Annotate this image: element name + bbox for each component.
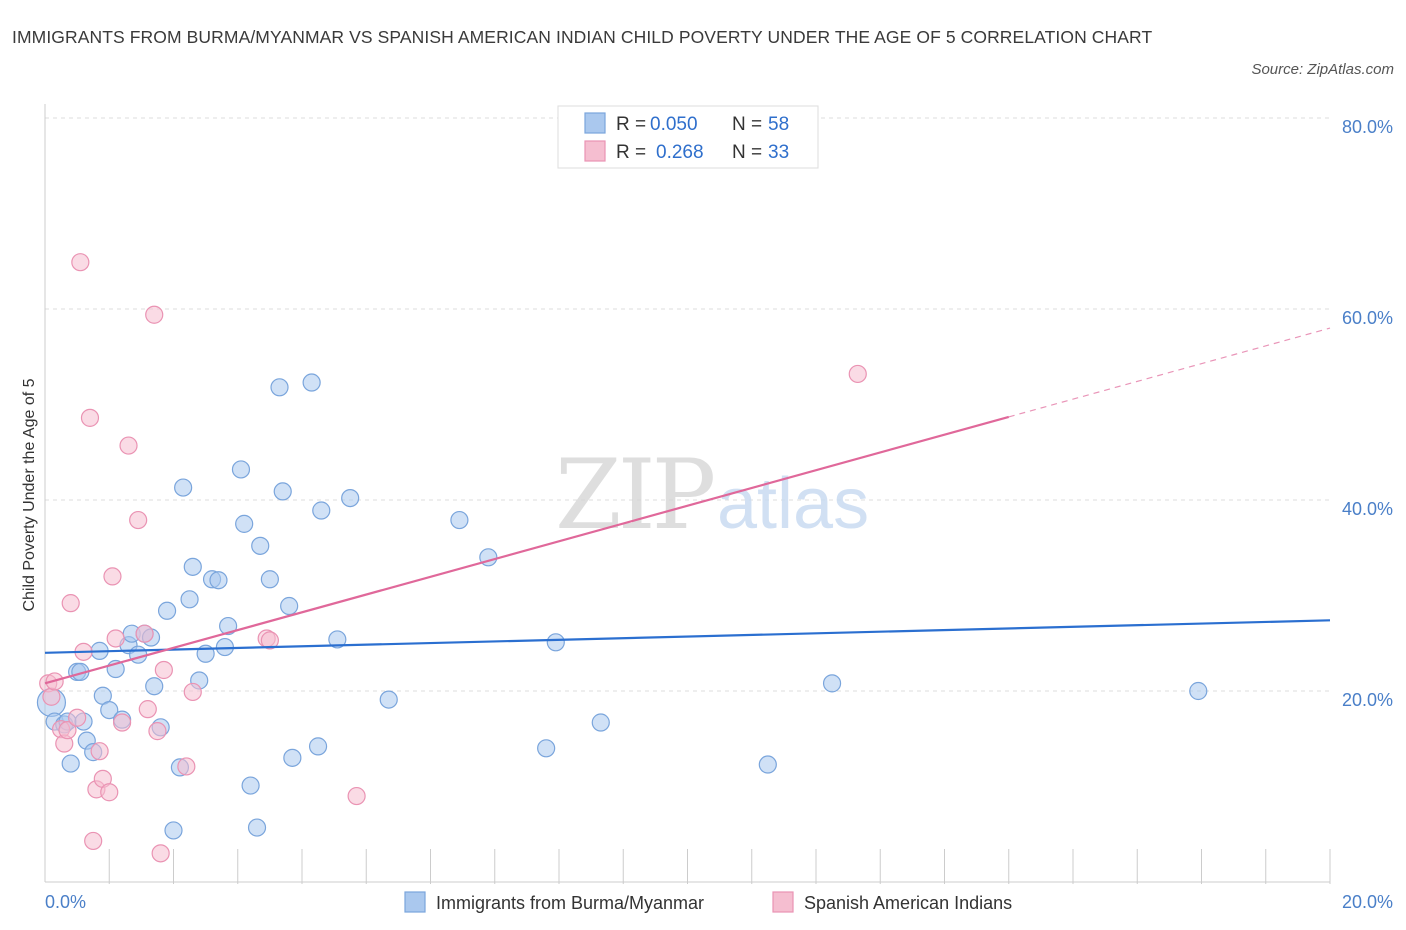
series-swatch-pink [772,891,794,913]
pink-point-32 [848,364,867,384]
trend-lines [44,327,1331,685]
legend-r-label-blue: R = [616,114,646,135]
blue-point-16 [129,645,148,664]
legend-n-label-blue: N = [732,114,762,135]
y-tick-label-3: 80.0% [1342,117,1393,137]
series-name-pink: Spanish American Indians [804,893,1012,913]
blue-point-44 [308,737,328,756]
source-label: Source: ZipAtlas.com [1251,61,1394,78]
legend-n-value-pink: 33 [768,142,789,163]
blue-point-33 [231,460,251,479]
blue-point-43 [302,373,321,392]
blue-point-36 [247,818,267,837]
blue-point-49 [450,510,469,530]
pink-point-8 [71,253,90,272]
blue-point-42 [283,748,302,767]
pink-point-17 [106,629,125,648]
pink-trend-line [44,415,1010,685]
axes [44,104,1331,884]
pink-point-31 [347,786,366,806]
blue-trend-line [44,619,1331,654]
legend-n-label-pink: N = [732,142,762,163]
pink-trend-line-extrapolated [1008,327,1331,418]
pink-point-15 [100,783,119,802]
pink-point-1 [42,687,61,706]
legend-n-value-blue: 58 [768,114,789,135]
blue-point-56 [1189,681,1208,701]
pink-point-28 [183,682,202,702]
blue-point-34 [235,514,254,533]
blue-point-4 [61,754,80,773]
blue-point-39 [270,378,289,397]
blue-point-47 [341,488,360,508]
blue-point-24 [174,478,193,497]
blue-point-22 [164,821,183,840]
series-legend: Immigrants from Burma/Myanmar Spanish Am… [404,891,1012,913]
pink-point-27 [177,757,196,776]
legend-r-value-blue: 0.050 [650,114,698,135]
chart-title: IMMIGRANTS FROM BURMA/MYANMAR VS SPANISH… [12,27,1153,47]
legend-swatch-pink [584,140,606,162]
grid-lines [45,117,1330,692]
x-tick-label-1: 20.0% [1342,892,1393,912]
pink-point-11 [84,831,103,851]
pink-point-7 [68,708,87,727]
x-tick-label-0: 0.0% [45,892,86,912]
blue-point-51 [537,739,556,758]
pink-point-5 [58,721,77,740]
series-name-blue: Immigrants from Burma/Myanmar [436,893,704,913]
pink-point-22 [138,700,157,719]
blue-point-46 [328,630,347,649]
watermark-zip: ZIP [555,439,714,551]
series-pink-points [39,253,867,863]
pink-point-16 [103,567,122,586]
pink-point-30 [260,631,279,650]
watermark: ZIP atlas [555,439,869,551]
blue-point-41 [280,596,299,616]
blue-point-21 [157,601,177,620]
pink-point-6 [61,594,80,613]
blue-point-35 [241,776,260,795]
blue-point-37 [251,536,270,555]
legend-r-label-pink: R = [616,142,646,163]
legend-swatch-blue [584,112,606,134]
pink-point-20 [129,510,148,530]
pink-point-23 [145,305,164,324]
tick-labels: 20.0% 40.0% 60.0% 80.0% 0.0% 20.0% [45,117,1393,912]
blue-point-52 [546,633,565,652]
pink-point-26 [154,660,173,680]
blue-point-54 [758,755,777,774]
blue-point-19 [145,677,164,696]
pink-point-18 [112,713,132,732]
correlation-legend: R = 0.050 N = 58 R = 0.268 N = 33 [557,105,819,169]
blue-point-32 [219,616,238,636]
blue-point-38 [260,570,279,589]
pink-point-25 [151,844,170,863]
pink-point-13 [90,742,109,761]
blue-point-11 [100,700,119,720]
blue-point-30 [209,571,228,590]
blue-point-53 [591,713,610,732]
blue-point-45 [312,501,331,520]
series-swatch-blue [404,891,426,913]
blue-point-40 [273,482,292,501]
y-tick-label-2: 60.0% [1342,308,1393,328]
blue-point-26 [183,557,202,576]
pink-point-19 [119,436,138,455]
y-tick-label-0: 20.0% [1342,690,1393,710]
legend-r-value-pink: 0.268 [656,142,704,163]
y-tick-label-1: 40.0% [1342,499,1393,519]
blue-point-48 [379,690,398,709]
blue-point-25 [180,590,199,609]
pink-point-21 [135,624,154,643]
pink-point-10 [80,408,100,427]
y-axis-label: Child Poverty Under the Age of 5 [21,378,38,611]
blue-point-55 [822,674,842,693]
pink-point-24 [148,722,167,741]
